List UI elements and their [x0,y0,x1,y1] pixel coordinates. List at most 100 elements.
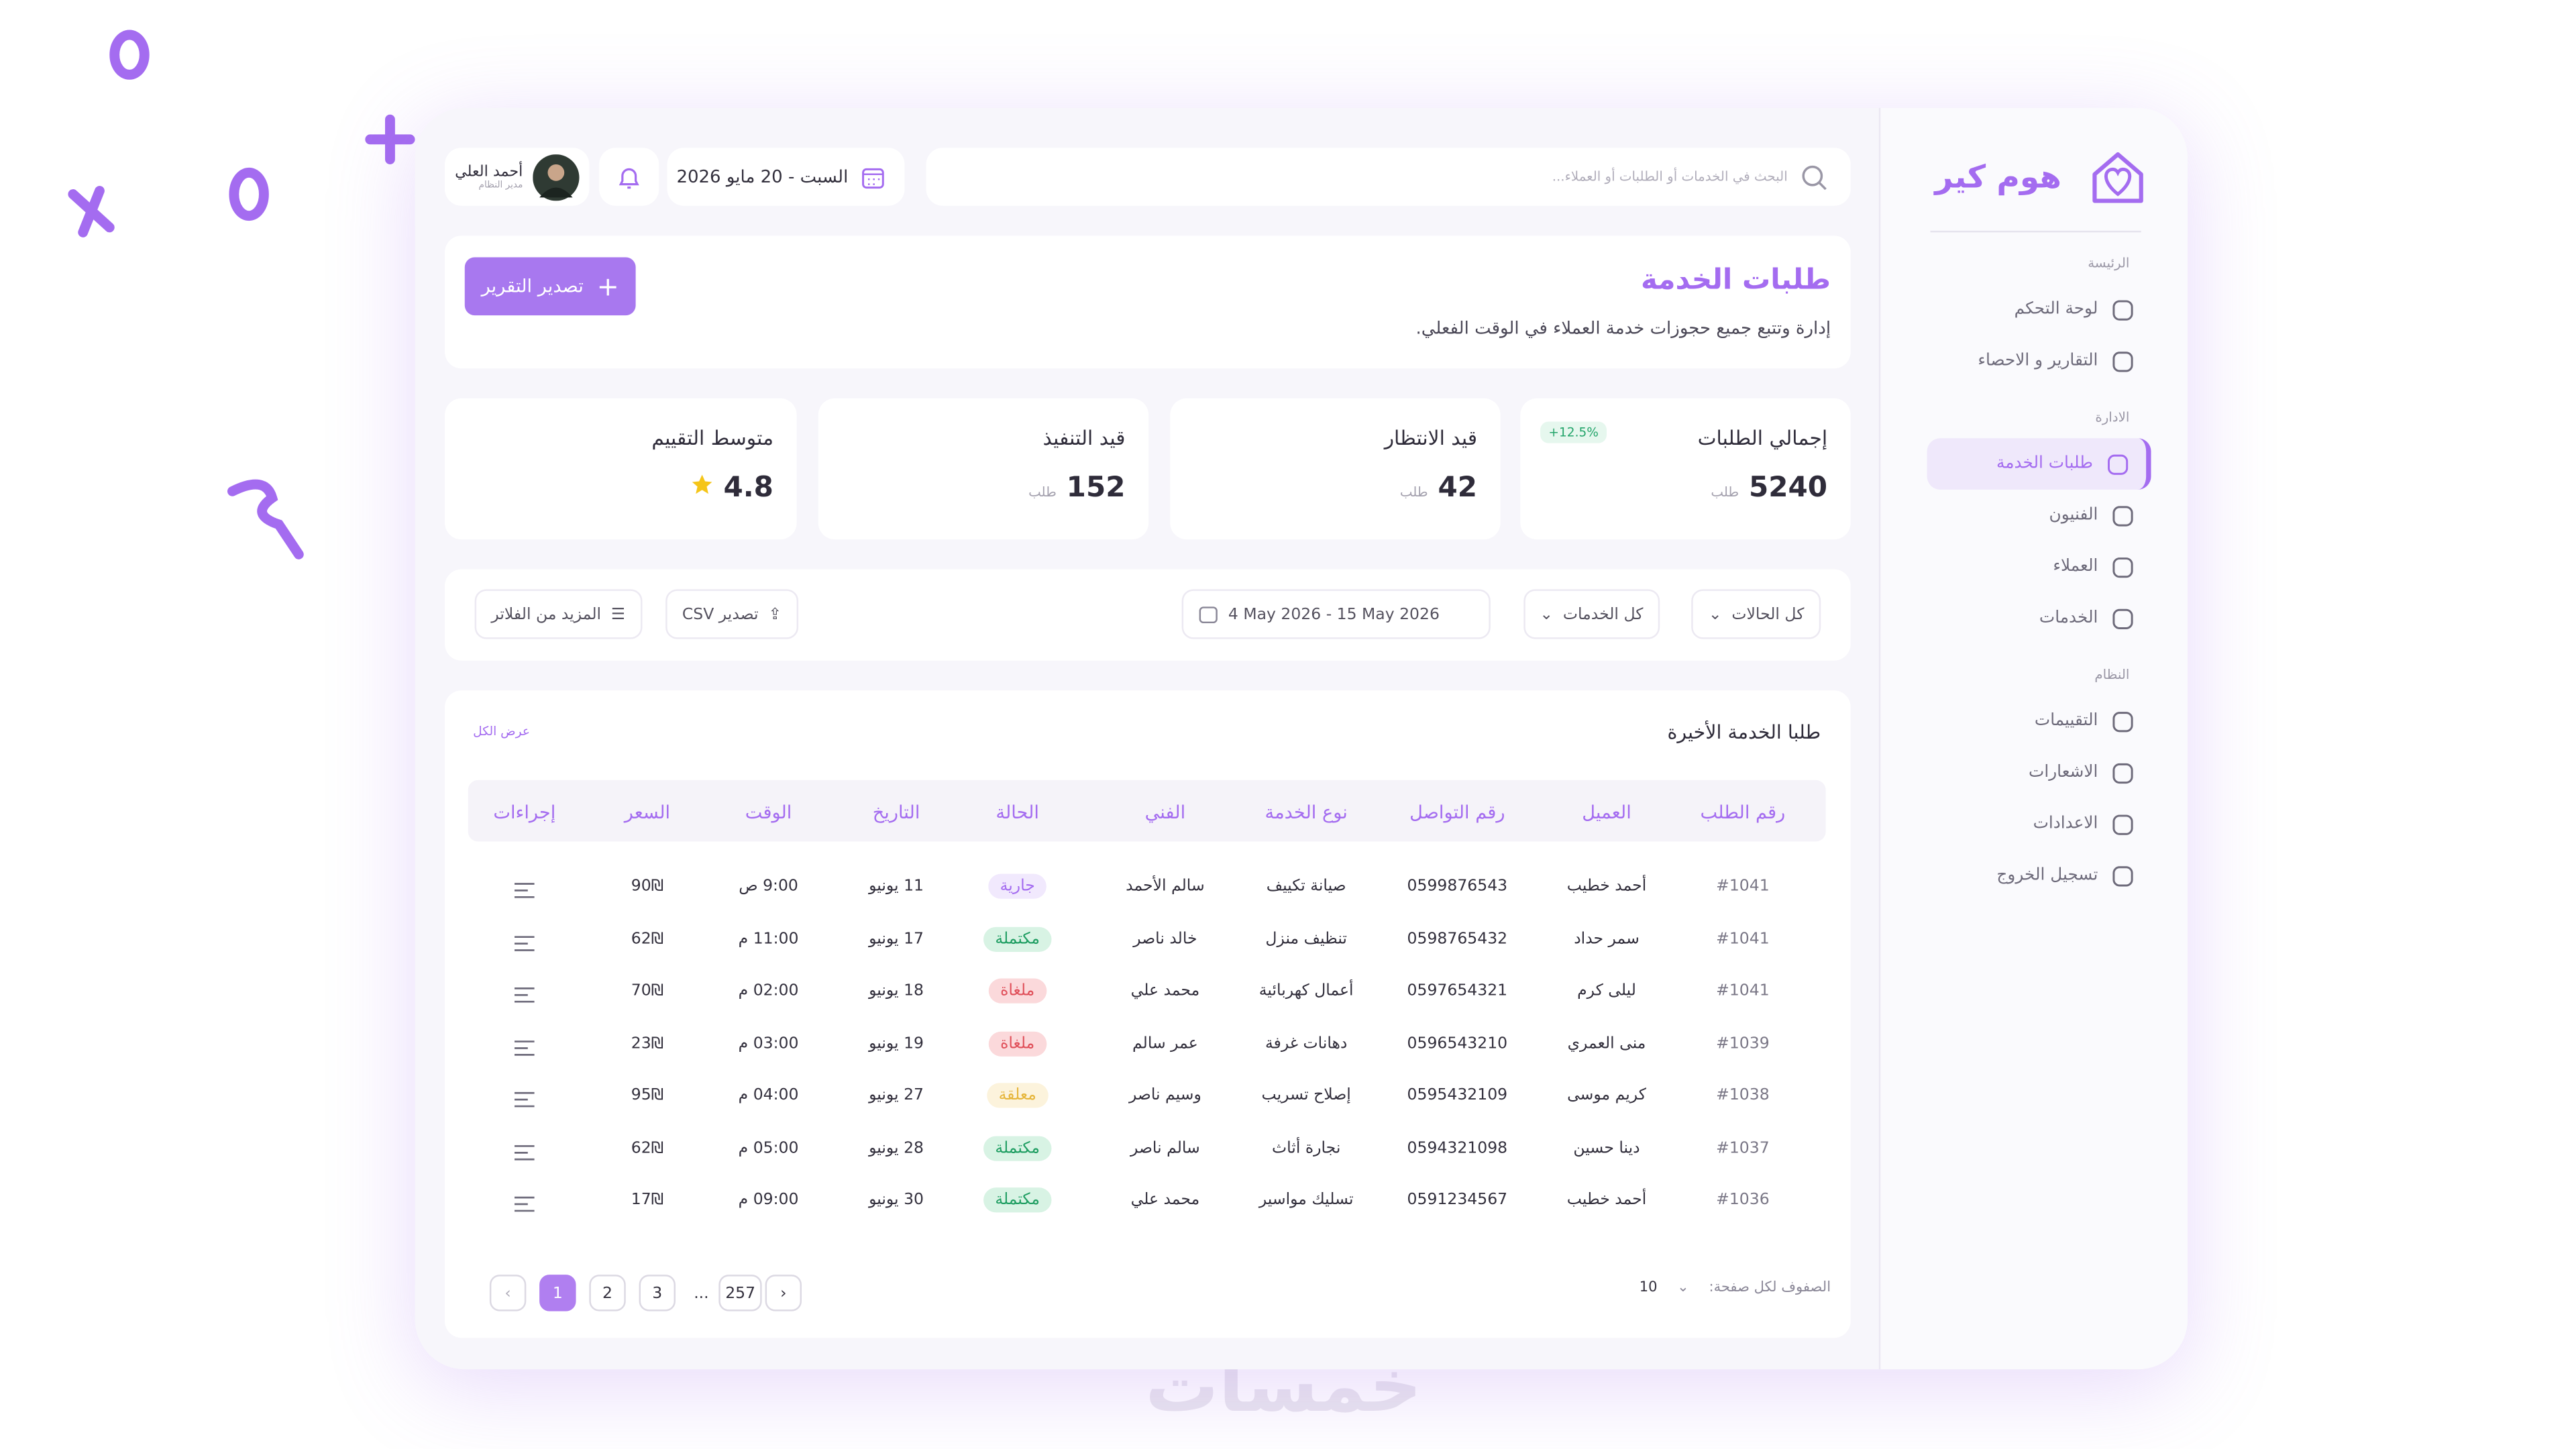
row-actions[interactable] [515,1039,535,1061]
row-actions[interactable] [515,882,535,904]
table-cell: 0591234567 [1407,1191,1508,1210]
row-actions[interactable] [515,1144,535,1165]
user-role: مدير النظام [478,180,523,191]
page-header: طلبات الخدمة إدارة وتتبع جميع حجوزات خدم… [445,235,1851,369]
side-item-label: الفنيون [2049,506,2098,525]
services-filter-label: كل الخدمات [1562,604,1644,624]
export-report-button[interactable]: + تصدير التقرير [464,257,636,316]
table-cell: 30 يونيو [869,1191,924,1210]
page-title: طلبات الخدمة [1640,264,1831,297]
column-header: رقم التواصل [1409,802,1505,824]
date-range-filter[interactable]: 4 May 2026 - 15 May 2026 [1181,589,1491,639]
table-cell: 0594321098 [1407,1138,1508,1157]
side-item[interactable]: لوحة التحكم [1927,284,2151,335]
status-pill: مكتملة [983,1135,1052,1161]
table-cell: عمر سالم [1132,1034,1198,1053]
side-item[interactable]: الفنيون [1927,490,2151,541]
side-item-label: العملاء [2053,557,2098,576]
table-cell: وسيم ناصر [1128,1086,1201,1105]
stat-unit: طلب [1711,484,1739,500]
brand: هوم كير [1880,144,2151,211]
table-cell: 0599876543 [1407,877,1508,896]
side-item[interactable]: الخدمات [1927,592,2151,644]
rows-per-page-value[interactable]: 10 [1639,1279,1658,1297]
status-filter[interactable]: كل الحالات ⌄ [1692,589,1821,639]
stat-label: إجمالي الطلبات [1697,426,1828,450]
column-header: رقم الطلب [1700,802,1786,824]
page-button[interactable]: 1 [539,1275,576,1311]
table-cell: إصلاح تسريب [1261,1086,1351,1105]
table-cell: 62₪ [631,1138,664,1157]
page-button[interactable]: 2 [589,1275,626,1311]
side-item[interactable]: طلبات الخدمة [1927,438,2151,490]
table-cell: محمد علي [1130,981,1200,1000]
user-menu[interactable]: أحمد العلي مدير النظام [445,148,590,206]
stat-value-row: 5240 طلب [1711,472,1827,504]
view-all-link[interactable]: عرض الكل [473,723,530,739]
stat-card: متوسط التقييم 4.8 [445,398,797,540]
row-actions[interactable] [515,987,535,1008]
table-cell: أحمد خطيب [1566,877,1647,896]
status-pill: ملغاة [988,1030,1046,1056]
rows-per-page-label: الصفوف لكل صفحة: [1709,1279,1831,1297]
column-header: نوع الخدمة [1265,802,1348,824]
status-cell: مكتملة [983,1135,1052,1161]
side-item-label: الاشعارات [2029,763,2098,782]
side-nav: الرئيسة لوحة التحكم التقارير و الاحصاء الاد… [1880,256,2188,901]
table-cell: صيانة تكييف [1266,877,1346,896]
table-cell: 09:00 م [738,1191,799,1210]
more-filters-button[interactable]: ☰ المزيد من الفلاتر [474,589,642,639]
side-item[interactable]: تسجيل الخروج [1927,850,2151,902]
page-button[interactable]: 3 [639,1275,676,1311]
stat-value-row: 4.8 [690,472,773,504]
table-cell: منى العمري [1567,1034,1646,1053]
table-cell: خالد ناصر [1133,929,1197,948]
export-csv-button[interactable]: ⇪ تصدير CSV [665,589,798,639]
notifications-button[interactable] [599,148,659,206]
table-cell: 0597654321 [1407,981,1508,1000]
status-filter-label: كل الحالات [1731,604,1805,624]
status-pill: مكتملة [983,1187,1052,1213]
side-item-label: التقييمات [2034,712,2098,731]
side-item[interactable]: الاشعارات [1927,747,2151,798]
table-cell: 0596543210 [1407,1034,1508,1053]
logo [2092,152,2143,203]
export-csv-label: تصدير CSV [682,604,759,624]
side-item[interactable]: الاعدادات [1927,798,2151,850]
row-actions[interactable] [515,934,535,956]
side-item[interactable]: العملاء [1927,541,2151,593]
sidebar: هوم كير الرئيسة لوحة التحكم التقارير و الا… [1878,107,2188,1370]
table-cell: محمد علي [1130,1191,1200,1210]
search-box[interactable]: البحث في الخدمات أو الطلبات أو العملاء..… [926,148,1851,206]
table-cell: 70₪ [631,981,664,1000]
column-header: السعر [624,802,671,824]
table-cell: سالم الأحمد [1126,877,1205,896]
table-cell: #1038 [1716,1086,1770,1105]
page-button[interactable]: 257 [718,1275,763,1311]
prev-page[interactable]: ‹ [489,1275,527,1311]
row-actions[interactable] [515,1196,535,1218]
stat-value: 152 [1066,471,1126,505]
table-cell: أعمال كهربائية [1258,981,1354,1000]
status-cell: مكتملة [983,1187,1052,1213]
export-report-label: تصدير التقرير [481,275,584,297]
column-header: الحالة [996,802,1039,824]
table-cell: #1036 [1716,1191,1770,1210]
column-header: التاريخ [872,802,920,824]
side-item[interactable]: التقارير و الاحصاء [1927,335,2151,387]
side-group-label: الرئيسة [2088,256,2130,271]
status-pill: جارية [988,873,1047,899]
status-cell: جارية [988,873,1047,899]
side-item[interactable]: التقييمات [1927,696,2151,747]
star-icon [692,474,712,494]
table-cell: 04:00 م [738,1086,799,1105]
table-cell: 0595432109 [1407,1086,1508,1105]
stat-unit: طلب [1399,484,1428,500]
table-cell: 90₪ [631,877,664,896]
more-filters-label: المزيد من الفلاتر [491,604,602,624]
row-actions[interactable] [515,1091,535,1113]
next-page[interactable]: › [765,1275,802,1311]
table-cell: 11 يونيو [869,877,924,896]
services-filter[interactable]: كل الخدمات ⌄ [1523,589,1660,639]
